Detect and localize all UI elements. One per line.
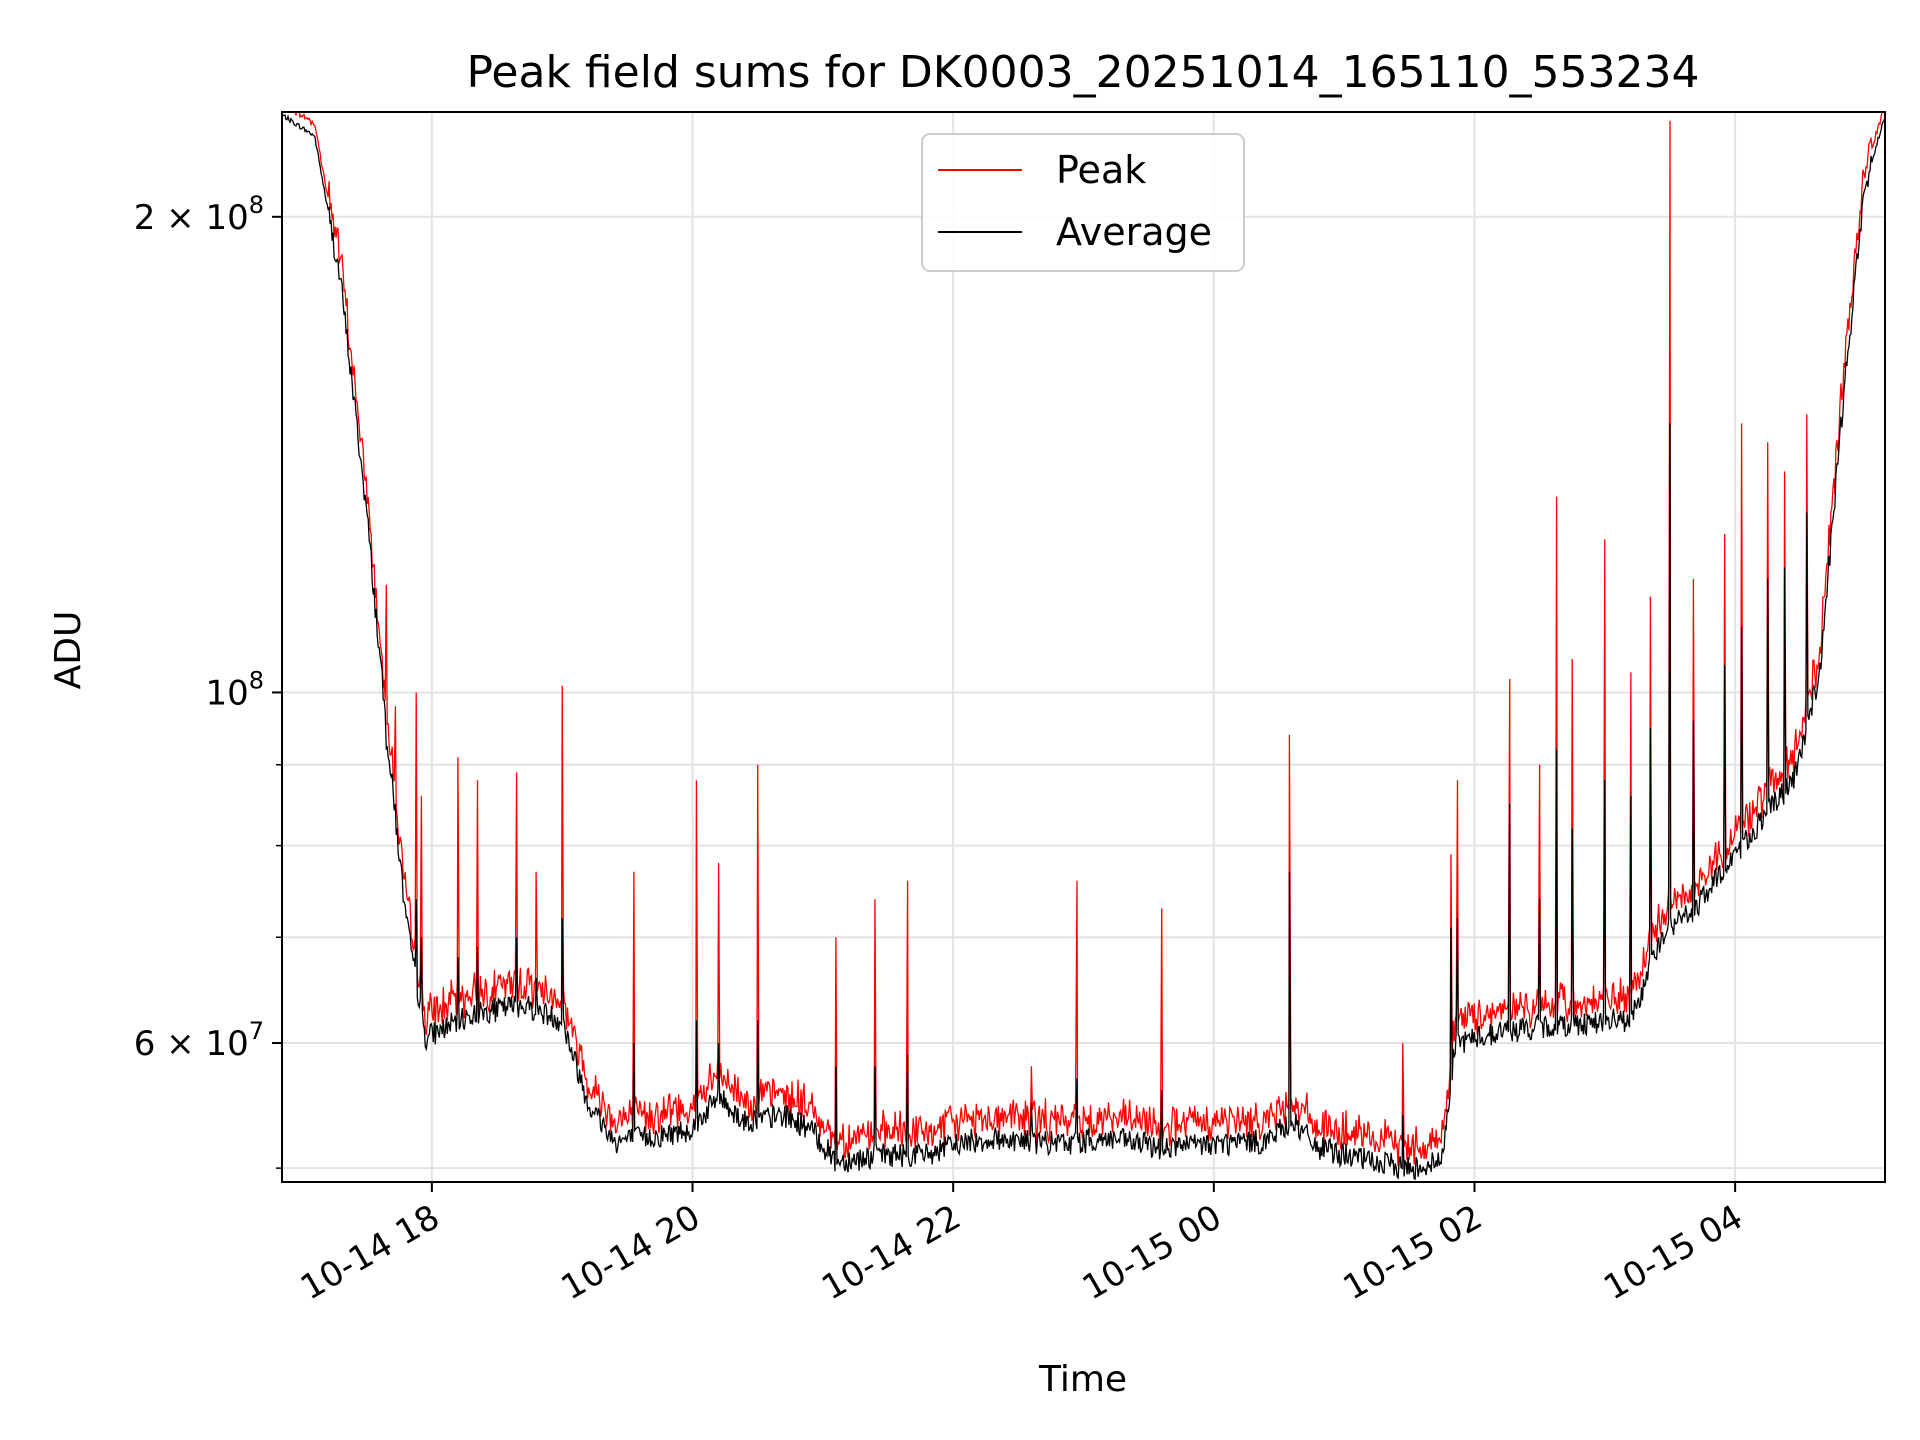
y-tick-exponent: 8 xyxy=(249,191,264,219)
legend-box xyxy=(921,133,1245,272)
chart-title: Peak field sums for DK0003_20251014_1651… xyxy=(466,47,1699,98)
y-tick-mantissa: 10 xyxy=(205,673,248,713)
series-line-peak xyxy=(294,112,1883,1167)
grid-lines xyxy=(282,112,1885,1182)
series-line-average xyxy=(282,114,1885,1181)
legend: Peak Average xyxy=(921,133,1245,272)
series-layer xyxy=(282,112,1885,1181)
y-tick-label: 6 × 107 xyxy=(134,1017,264,1064)
y-tick-mantissa: 6 × 10 xyxy=(134,1024,249,1064)
y-tick-mantissa: 2 × 10 xyxy=(134,198,249,238)
y-tick-exponent: 7 xyxy=(249,1017,264,1045)
legend-label-average: Average xyxy=(1056,210,1212,254)
plot-frame xyxy=(281,111,1886,1183)
x-axis-title: Time xyxy=(1038,1359,1127,1400)
y-axis-title: ADU xyxy=(48,611,89,690)
legend-label-peak: Peak xyxy=(1056,148,1146,192)
y-tick-exponent: 8 xyxy=(249,666,264,694)
y-tick-label: 108 xyxy=(205,666,264,713)
y-tick-label: 2 × 108 xyxy=(134,191,264,238)
